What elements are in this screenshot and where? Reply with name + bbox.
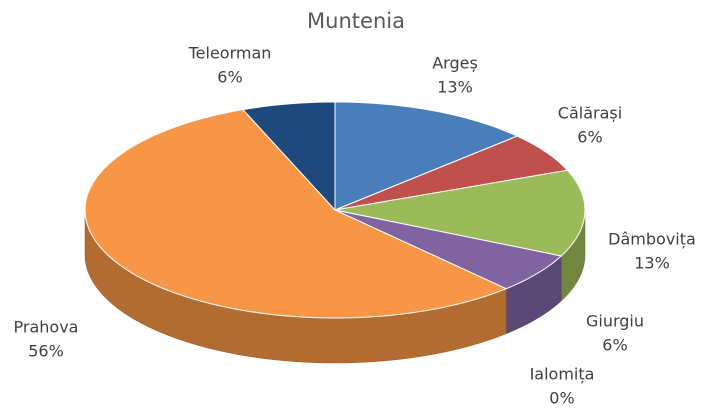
data-label-value: 6%: [602, 336, 627, 355]
data-label-name: Ialomița: [530, 365, 595, 384]
data-label-name: Dâmbovița: [608, 230, 696, 249]
data-label-value: 13%: [437, 78, 473, 97]
slice: [84, 109, 508, 319]
data-label-name: Călărași: [558, 104, 622, 123]
slice: [334, 209, 563, 290]
data-label-name: Teleorman: [188, 44, 272, 63]
data-label-value: 56%: [28, 342, 64, 361]
slice: [334, 169, 586, 257]
slice: [241, 101, 336, 212]
chart-title: Muntenia: [307, 9, 405, 33]
data-label-name: Argeș: [432, 54, 478, 73]
data-label-name: Prahova: [14, 318, 79, 337]
data-label-value: 6%: [217, 68, 242, 87]
slice: [334, 135, 569, 211]
slice: [334, 101, 519, 211]
data-label-value: 6%: [577, 128, 602, 147]
data-label-value: 0%: [549, 389, 574, 408]
data-label-value: 13%: [634, 254, 670, 273]
data-label-name: Giurgiu: [586, 312, 644, 331]
